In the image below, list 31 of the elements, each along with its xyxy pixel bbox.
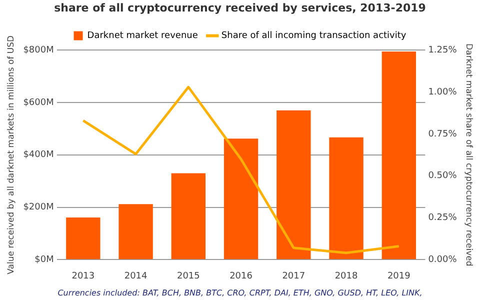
y-tick-label: $800M xyxy=(23,46,54,56)
y-tick-label: $200M xyxy=(23,202,54,213)
y2-tick-label: 1.00% xyxy=(428,87,458,98)
bar xyxy=(118,204,153,260)
x-tick-label: 2013 xyxy=(72,271,95,282)
y2-tick-label: 1.25% xyxy=(428,46,458,56)
bar xyxy=(224,138,258,260)
bar xyxy=(382,52,416,260)
x-tick-label: 2018 xyxy=(334,271,358,282)
bar xyxy=(329,137,364,260)
text: Currencies included: BAT, BCH, BNB, BTC, CRO, CRPT, DAI, ETH, GNO, GUSD, HT, LEO, LINK, xyxy=(58,288,422,298)
y2-axis-title: Darknet market share of all cryptocurrency received xyxy=(464,43,474,266)
y-tick-label: $400M xyxy=(23,150,54,160)
bar xyxy=(171,173,206,260)
bar xyxy=(276,110,311,260)
y-tick-label: $0M xyxy=(34,254,54,265)
y2-tick-label: 0.25% xyxy=(428,213,458,224)
x-tick-label: 2014 xyxy=(124,271,148,282)
y2-tick-label: 0.50% xyxy=(428,171,458,182)
y2-tick-label: 0.00% xyxy=(428,254,458,265)
chart-title: share of all cryptocurrency received by services, 2013-2019 xyxy=(54,1,426,14)
legend-label: Darknet market revenue xyxy=(87,31,198,42)
x-tick-label: 2019 xyxy=(387,271,411,282)
x-tick-label: 2015 xyxy=(176,271,200,282)
y2-tick-label: 0.75% xyxy=(428,129,458,140)
x-tick-label: 2017 xyxy=(282,271,306,282)
y-tick-label: $600M xyxy=(23,98,54,108)
x-tick-label: 2016 xyxy=(230,271,253,282)
legend-label: Share of all incoming transaction activity xyxy=(221,31,407,42)
bar xyxy=(66,217,100,260)
y-axis-title: Value received by all darknet markets in millions of USD xyxy=(6,35,16,274)
